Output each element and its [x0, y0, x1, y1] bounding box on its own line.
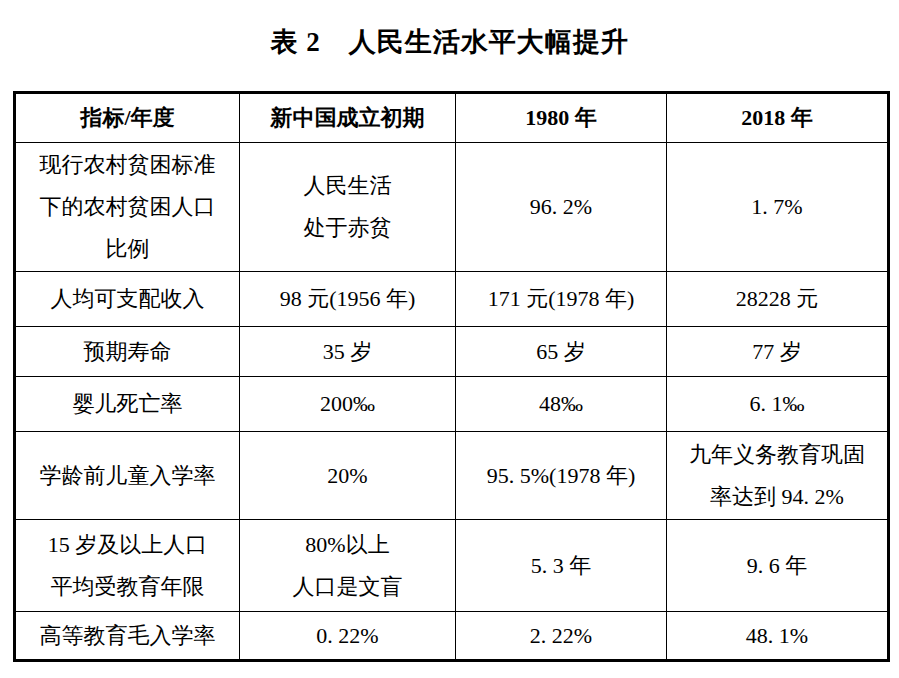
- table-cell: 28228 元: [667, 272, 889, 327]
- table-cell: 九年义务教育巩固 率达到 94. 2%: [667, 432, 889, 520]
- header-early-prc: 新中国成立初期: [240, 93, 456, 143]
- row-avg-education-years: 15 岁及以上人口 平均受教育年限 80%以上 人口是文盲 5. 3 年 9. …: [15, 520, 889, 612]
- table-cell: 现行农村贫困标准 下的农村贫困人口 比例: [15, 143, 240, 272]
- row-rural-poverty-ratio: 现行农村贫困标准 下的农村贫困人口 比例 人民生活 处于赤贫 96. 2% 1.…: [15, 143, 889, 272]
- table-cell: 35 岁: [240, 327, 456, 377]
- table-cell: 1. 7%: [667, 143, 889, 272]
- table-cell: 6. 1‰: [667, 377, 889, 432]
- table-cell: 48. 1%: [667, 612, 889, 661]
- table-title: 表 2 人民生活水平大幅提升: [0, 0, 899, 58]
- row-infant-mortality: 婴儿死亡率 200‰ 48‰ 6. 1‰: [15, 377, 889, 432]
- row-disposable-income: 人均可支配收入 98 元(1956 年) 171 元(1978 年) 28228…: [15, 272, 889, 327]
- row-higher-education-enrollment: 高等教育毛入学率 0. 22% 2. 22% 48. 1%: [15, 612, 889, 661]
- row-preschool-enrollment: 学龄前儿童入学率 20% 95. 5%(1978 年) 九年义务教育巩固 率达到…: [15, 432, 889, 520]
- table-cell: 65 岁: [456, 327, 667, 377]
- header-2018: 2018 年: [667, 93, 889, 143]
- table-cell: 0. 22%: [240, 612, 456, 661]
- document-page: 表 2 人民生活水平大幅提升 指标/年度 新中国成立初期 1980 年 2018…: [0, 0, 899, 678]
- living-standards-table: 指标/年度 新中国成立初期 1980 年 2018 年 现行农村贫困标准 下的农…: [13, 91, 890, 662]
- table-cell: 200‰: [240, 377, 456, 432]
- table-cell: 48‰: [456, 377, 667, 432]
- table-cell: 77 岁: [667, 327, 889, 377]
- table-cell: 高等教育毛入学率: [15, 612, 240, 661]
- table-cell: 婴儿死亡率: [15, 377, 240, 432]
- header-1980: 1980 年: [456, 93, 667, 143]
- table-cell: 80%以上 人口是文盲: [240, 520, 456, 612]
- row-life-expectancy: 预期寿命 35 岁 65 岁 77 岁: [15, 327, 889, 377]
- table-cell: 15 岁及以上人口 平均受教育年限: [15, 520, 240, 612]
- table-cell: 2. 22%: [456, 612, 667, 661]
- table-header-row: 指标/年度 新中国成立初期 1980 年 2018 年: [15, 93, 889, 143]
- table-cell: 预期寿命: [15, 327, 240, 377]
- table-cell: 人民生活 处于赤贫: [240, 143, 456, 272]
- table-cell: 171 元(1978 年): [456, 272, 667, 327]
- table-cell: 20%: [240, 432, 456, 520]
- table-cell: 人均可支配收入: [15, 272, 240, 327]
- table-cell: 96. 2%: [456, 143, 667, 272]
- table-cell: 9. 6 年: [667, 520, 889, 612]
- table-cell: 学龄前儿童入学率: [15, 432, 240, 520]
- header-indicator-year: 指标/年度: [15, 93, 240, 143]
- table-cell: 98 元(1956 年): [240, 272, 456, 327]
- table-cell: 5. 3 年: [456, 520, 667, 612]
- table-cell: 95. 5%(1978 年): [456, 432, 667, 520]
